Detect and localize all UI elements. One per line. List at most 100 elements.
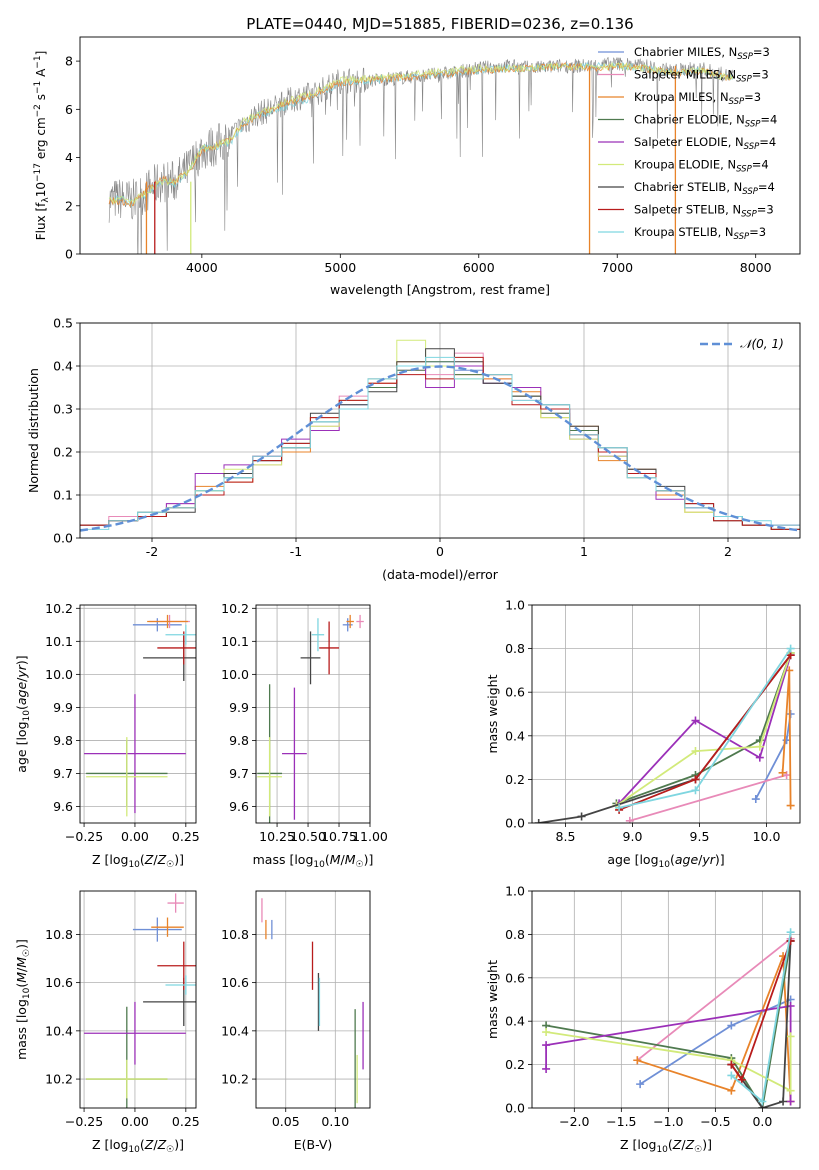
axes-frame [79, 322, 801, 539]
axes-frame [531, 890, 801, 1109]
weight-marker-salpeter_elodie [755, 753, 764, 762]
errorbar-kroupa_elodie [86, 737, 168, 817]
errorbar-salpeter_miles [356, 614, 364, 629]
age-vs-metallicity-panel: −0.25 0.00 0.25 9.6 9.7 9.8 9.9 10.0 10.1 10.2 Z [… [14, 601, 200, 870]
x-tick-label: 9.5 [690, 829, 710, 844]
y-tick-label: 1.0 [505, 884, 525, 899]
errorbar-kroupa_miles [346, 614, 354, 629]
x-axis-label: E(B-V) [294, 1137, 333, 1152]
weight-series-salpeter_stelib [727, 936, 795, 1084]
legend-label-gaussian: 𝒩(0, 1) [740, 337, 784, 351]
y-tick-label: 10.8 [221, 927, 249, 942]
weight-marker-kroupa_elodie [755, 742, 764, 751]
weight-marker-salpeter_elodie [691, 716, 700, 725]
x-tick-label: 0.25 [172, 829, 200, 844]
x-tick-label: 10.0 [753, 829, 781, 844]
x-tick-label: 10.75 [321, 829, 357, 844]
x-tick-label: −1.5 [606, 1114, 636, 1129]
y-tick-label: 0.0 [505, 816, 525, 831]
legend-label-salpeter_stelib: Salpeter STELIB, NSSP=3 [634, 203, 774, 220]
y-tick-label: 0.8 [505, 927, 525, 942]
x-tick-label: −0.25 [65, 829, 103, 844]
weight-marker-salpeter_stelib [737, 1075, 746, 1084]
grid [80, 891, 196, 1108]
y-tick-label: 10.4 [221, 1023, 249, 1038]
plot-area [542, 928, 795, 1108]
x-tick-label: 10.50 [290, 829, 326, 844]
legend-label-salpeter_elodie: Salpeter ELODIE, NSSP=4 [634, 135, 776, 152]
weight-marker-salpeter_stelib [691, 775, 700, 784]
weight-marker-salpeter_elodie [542, 1041, 551, 1050]
weight-marker-kroupa_miles [633, 1056, 642, 1065]
y-tick-label: 9.9 [53, 700, 73, 715]
plot-area [108, 56, 734, 254]
weight-line-salpeter_miles [636, 937, 792, 1062]
y-tick-label: 10.1 [45, 634, 73, 649]
weight-marker-kroupa_elodie [542, 1028, 551, 1037]
y-tick-label: 0.0 [505, 1101, 525, 1116]
axes-frame [531, 604, 801, 824]
x-tick-label: −0.25 [65, 1114, 103, 1129]
grid [256, 891, 370, 1108]
x-axis-label: age [log10(age/yr)] [607, 852, 724, 870]
errorbar-chabrier_miles [132, 917, 182, 942]
weight-line-salpeter_miles [629, 774, 787, 822]
y-tick-label: 9.6 [53, 799, 73, 814]
y-axis-label: age [log10(age/yr)] [14, 655, 32, 772]
y-tick-label: 10.2 [45, 1072, 73, 1087]
weight-series-kroupa_stelib [727, 928, 795, 1106]
plot-area [534, 644, 795, 823]
weight-series-kroupa_miles [778, 666, 795, 810]
y-axis-label: Flux [fλ10−17 erg cm−2 s−1 A−1] [33, 51, 51, 241]
weight-marker-chabrier_miles [636, 1080, 645, 1089]
errorbar-salpeter_elodie [282, 687, 307, 820]
axes-frame [79, 604, 197, 824]
errorbar-kroupa_stelib [311, 618, 325, 652]
x-tick-label: 0.25 [172, 1114, 200, 1129]
legend-label-kroupa_miles: Kroupa MILES, NSSP=3 [634, 90, 761, 107]
y-tick-label: 9.7 [229, 766, 249, 781]
y-tick-label: 0.4 [53, 359, 73, 374]
x-tick-label: 0.0 [752, 1114, 772, 1129]
residual-histogram-panel: -2 -1 0 1 2 0.0 0.1 0.2 0.3 0.4 0.5 𝒩(0, 1) (data-mo… [26, 316, 801, 582]
y-tick-label: 10.2 [221, 1072, 249, 1087]
errorbar-kroupa_elodie [86, 1059, 168, 1099]
errorbar-kroupa_stelib [165, 624, 196, 645]
axes-frame [255, 604, 371, 824]
errorbar-kroupa_miles [147, 614, 188, 629]
weight-marker-salpeter_stelib [727, 1060, 736, 1069]
x-tick-label: 0.05 [272, 1114, 300, 1129]
x-tick-label: 2 [724, 544, 732, 559]
x-tick-label: 0.00 [121, 829, 149, 844]
x-tick-label: 6000 [463, 260, 495, 275]
y-axis-label: mass weight [485, 674, 500, 753]
y-tick-label: 0 [65, 247, 73, 262]
y-tick-label: 9.8 [53, 733, 73, 748]
histogram-kroupa_stelib [80, 356, 800, 530]
mass-vs-metallicity-panel: −0.25 0.00 0.25 10.2 10.4 10.6 10.8 Z [log10(Z/… [14, 890, 200, 1155]
errorbar-salpeter_stelib [319, 621, 340, 675]
x-tick-label: -1 [290, 544, 302, 559]
y-tick-label: 10.6 [45, 975, 73, 990]
weight-marker-kroupa_miles [786, 801, 795, 810]
errorbar-salpeter_elodie [84, 1001, 186, 1065]
y-tick-label: 0.0 [53, 531, 73, 546]
y-tick-label: 0.2 [505, 1057, 525, 1072]
legend-label-kroupa_elodie: Kroupa ELODIE, NSSP=4 [634, 158, 769, 175]
y-tick-label: 0.3 [53, 402, 73, 417]
y-tick-label: 0.2 [53, 445, 73, 460]
plot-area [80, 339, 800, 532]
weight-marker-kroupa_miles [727, 1086, 736, 1095]
weight-marker-kroupa_elodie [786, 1086, 795, 1095]
grid [256, 605, 371, 823]
y-tick-label: 10.8 [45, 927, 73, 942]
y-tick-label: 10.0 [221, 667, 249, 682]
y-tick-label: 9.9 [229, 700, 249, 715]
errorbar-chabrier_miles [132, 618, 182, 632]
y-tick-label: 0.6 [505, 685, 525, 700]
y-tick-label: 0.8 [505, 641, 525, 656]
weight-marker-kroupa_stelib [691, 786, 700, 795]
x-tick-label: 0 [436, 544, 444, 559]
errorbar-kroupa_miles [151, 917, 184, 937]
